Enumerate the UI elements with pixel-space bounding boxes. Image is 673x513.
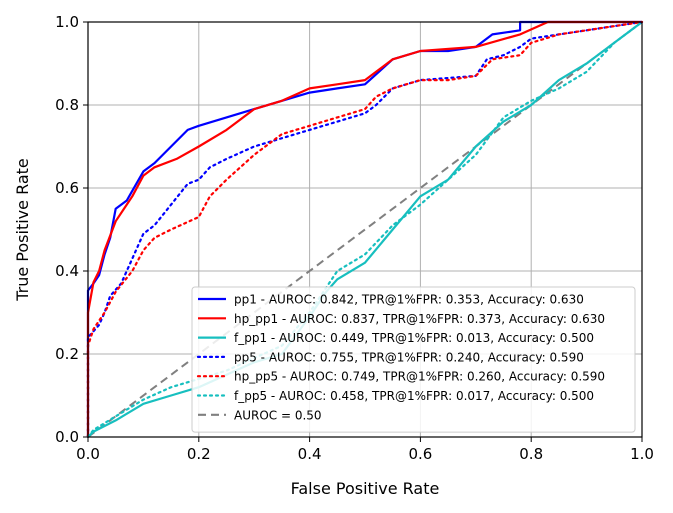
series-line-6 bbox=[87, 21, 643, 438]
y-tick-label: 0.2 bbox=[55, 345, 79, 363]
axis-ticks: 0.0 0.2 0.4 0.6 0.8 1.0 0.0 0.2 0.4 0.6 0.8 1.0 bbox=[55, 13, 654, 463]
legend-entry-label: hp_pp1 - AUROC: 0.837, TPR@1%FPR: 0.373,… bbox=[234, 312, 605, 326]
legend-entry-label: hp_pp5 - AUROC: 0.749, TPR@1%FPR: 0.260,… bbox=[234, 370, 605, 384]
diagonal-layer bbox=[87, 21, 643, 438]
series-line-1 bbox=[86, 20, 642, 437]
x-tick-label: 0.8 bbox=[519, 445, 543, 463]
y-tick-label: 0.4 bbox=[55, 262, 79, 280]
legend-entry-label: AUROC = 0.50 bbox=[234, 408, 322, 422]
legend-entry-label: f_pp5 - AUROC: 0.458, TPR@1%FPR: 0.017, … bbox=[234, 389, 594, 403]
y-tick-label: 0.8 bbox=[55, 96, 79, 114]
x-tick-label: 0.0 bbox=[76, 445, 100, 463]
y-tick-label: 0.6 bbox=[55, 179, 79, 197]
series-line-2 bbox=[87, 21, 643, 438]
y-tick-label: 1.0 bbox=[55, 13, 79, 31]
x-tick-label: 1.0 bbox=[630, 445, 654, 463]
plot-frame bbox=[87, 21, 643, 438]
x-tick-label: 0.6 bbox=[408, 445, 432, 463]
y-axis-label: True Positive Rate bbox=[13, 158, 32, 302]
legend-entry-label: f_pp1 - AUROC: 0.449, TPR@1%FPR: 0.013, … bbox=[234, 331, 594, 345]
series-line-4 bbox=[86, 20, 644, 439]
legend: pp1 - AUROC: 0.842, TPR@1%FPR: 0.353, Ac… bbox=[191, 286, 636, 433]
series-line-5 bbox=[86, 20, 644, 439]
legend-box bbox=[191, 286, 636, 433]
legend-entry-label: pp5 - AUROC: 0.755, TPR@1%FPR: 0.240, Ac… bbox=[234, 350, 584, 364]
legend-entry-label: pp1 - AUROC: 0.842, TPR@1%FPR: 0.353, Ac… bbox=[234, 293, 584, 307]
y-tick-label: 0.0 bbox=[55, 428, 79, 446]
x-tick-label: 0.2 bbox=[187, 445, 211, 463]
series-layer bbox=[86, 20, 644, 439]
x-axis-label: False Positive Rate bbox=[291, 479, 440, 498]
x-tick-label: 0.4 bbox=[298, 445, 322, 463]
